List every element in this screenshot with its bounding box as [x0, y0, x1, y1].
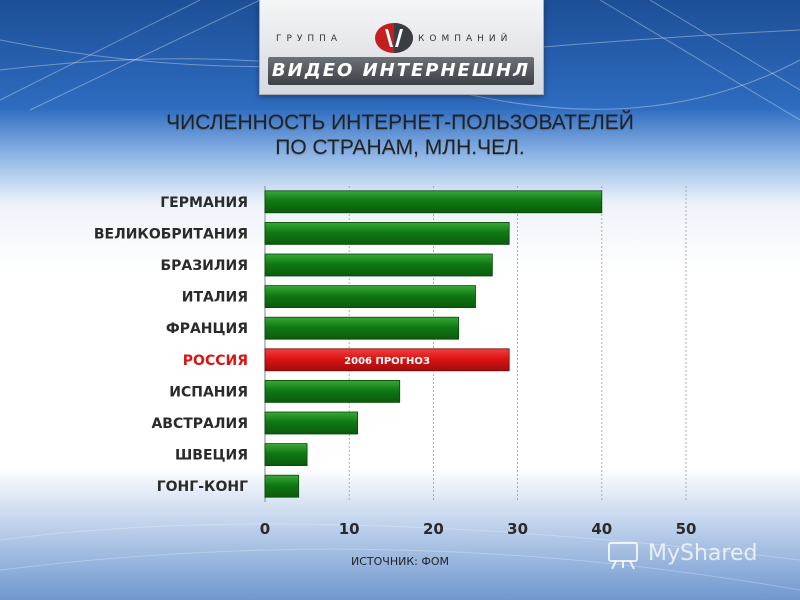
logo-word-group: ГРУППА	[276, 34, 343, 44]
x-tick-label: 40	[591, 520, 612, 538]
chart-title: ЧИСЛЕННОСТЬ ИНТЕРНЕТ-ПОЛЬЗОВАТЕЛЕЙ ПО СТ…	[100, 110, 700, 160]
bar-2	[264, 221, 510, 245]
category-label: БРАЗИЛИЯ	[160, 258, 248, 274]
bar-8	[264, 411, 359, 435]
category-label: ВЕЛИКОБРИТАНИЯ	[94, 226, 248, 242]
bar-6	[264, 348, 510, 372]
company-logo: ГРУППА КОМПАНИЙ ВИДЕО ИНТЕРНЕШНЛ	[259, 0, 544, 95]
category-label: АВСТРАЛИЯ	[151, 416, 248, 432]
category-label: ИТАЛИЯ	[182, 290, 248, 306]
x-tick-label: 0	[260, 520, 270, 538]
logo-name: ВИДЕО ИНТЕРНЕШНЛ	[268, 57, 534, 85]
watermark-text: MyShared	[648, 541, 758, 566]
category-label: ФРАНЦИЯ	[166, 321, 248, 337]
bar-9	[264, 443, 308, 467]
bar-3	[264, 253, 493, 277]
bar-annotation: 2006 ПРОГНОЗ	[344, 356, 430, 367]
x-tick-label: 30	[507, 520, 528, 538]
category-label: ШВЕЦИЯ	[175, 448, 248, 464]
chart-title-line-1: ЧИСЛЕННОСТЬ ИНТЕРНЕТ-ПОЛЬЗОВАТЕЛЕЙ	[166, 111, 634, 134]
presentation-board-icon	[608, 542, 638, 570]
category-label: ГОНГ-КОНГ	[157, 479, 248, 495]
x-tick-label: 20	[423, 520, 444, 538]
logo-emblem-icon	[375, 23, 413, 53]
category-label: ГЕРМАНИЯ	[160, 195, 248, 211]
category-label: РОССИЯ	[183, 353, 248, 369]
x-tick-label: 50	[676, 520, 697, 538]
bar-10	[264, 474, 300, 498]
chart-source: ИСТОЧНИК: ФОМ	[351, 555, 449, 568]
category-label: ИСПАНИЯ	[169, 384, 248, 400]
logo-word-companies: КОМПАНИЙ	[418, 34, 513, 44]
bar-4	[264, 285, 476, 309]
bar-1	[264, 190, 603, 214]
watermark: MyShared	[606, 536, 786, 576]
bar-5	[264, 316, 460, 340]
bar-7	[264, 379, 401, 403]
x-tick-label: 10	[339, 520, 360, 538]
chart-title-line-2: ПО СТРАНАМ, МЛН.ЧЕЛ.	[275, 136, 525, 159]
